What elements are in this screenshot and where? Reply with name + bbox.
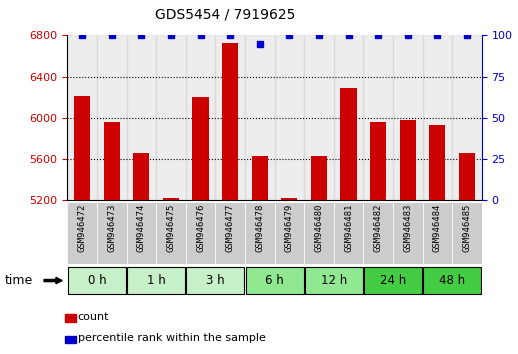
Bar (304, 202, 334, 264)
Bar (222, 42, 238, 200)
Text: GDS5454 / 7919625: GDS5454 / 7919625 (155, 7, 295, 21)
Bar (393, 35, 423, 200)
Text: GSM946479: GSM946479 (285, 204, 294, 252)
Bar (423, 202, 452, 264)
Bar (423, 267, 481, 294)
Bar (186, 202, 215, 264)
Text: time: time (5, 274, 34, 287)
Bar (423, 35, 452, 200)
Bar (429, 125, 445, 200)
Text: percentile rank within the sample: percentile rank within the sample (78, 333, 266, 343)
Bar (304, 35, 334, 200)
Bar (246, 267, 304, 294)
Text: GSM946484: GSM946484 (433, 204, 442, 252)
Bar (127, 267, 185, 294)
Bar (252, 156, 268, 200)
Bar (364, 267, 422, 294)
Bar (305, 267, 363, 294)
Bar (340, 88, 357, 200)
Text: count: count (78, 312, 109, 322)
Text: GSM946481: GSM946481 (344, 204, 353, 252)
Text: 3 h: 3 h (206, 274, 225, 287)
Bar (74, 96, 90, 200)
Bar (97, 202, 126, 264)
Bar (245, 35, 275, 200)
Text: GSM946480: GSM946480 (314, 204, 323, 252)
Text: 6 h: 6 h (265, 274, 284, 287)
Text: GSM946476: GSM946476 (196, 204, 205, 252)
Bar (311, 156, 327, 200)
Bar (156, 35, 186, 200)
Bar (334, 35, 363, 200)
Text: 12 h: 12 h (321, 274, 347, 287)
Bar (393, 202, 423, 264)
Bar (275, 202, 304, 264)
Text: GSM946482: GSM946482 (373, 204, 383, 252)
Bar (67, 35, 97, 200)
Text: 0 h: 0 h (88, 274, 106, 287)
Text: GSM946473: GSM946473 (107, 204, 116, 252)
Bar (126, 202, 156, 264)
Bar (281, 199, 297, 200)
Text: GSM946475: GSM946475 (166, 204, 176, 252)
Bar (67, 202, 97, 264)
Bar (133, 153, 150, 200)
Bar (104, 122, 120, 200)
Bar (186, 35, 215, 200)
Bar (68, 267, 126, 294)
Text: GSM946477: GSM946477 (226, 204, 235, 252)
Bar (334, 202, 363, 264)
Bar (370, 122, 386, 200)
Bar (126, 35, 156, 200)
Text: 1 h: 1 h (147, 274, 166, 287)
Bar (363, 35, 393, 200)
Text: GSM946478: GSM946478 (255, 204, 264, 252)
Text: 24 h: 24 h (380, 274, 406, 287)
Text: GSM946485: GSM946485 (463, 204, 471, 252)
Bar (452, 202, 482, 264)
Text: GSM946474: GSM946474 (137, 204, 146, 252)
Bar (452, 35, 482, 200)
Bar (156, 202, 186, 264)
Bar (399, 120, 416, 200)
Bar (363, 202, 393, 264)
Bar (215, 35, 245, 200)
Bar (97, 35, 126, 200)
Bar (163, 199, 179, 200)
Bar (245, 202, 275, 264)
Text: 48 h: 48 h (439, 274, 465, 287)
Bar (186, 267, 244, 294)
Bar (192, 97, 209, 200)
Bar (275, 35, 304, 200)
Bar (215, 202, 245, 264)
Text: GSM946483: GSM946483 (403, 204, 412, 252)
Text: GSM946472: GSM946472 (78, 204, 87, 252)
Bar (459, 153, 475, 200)
